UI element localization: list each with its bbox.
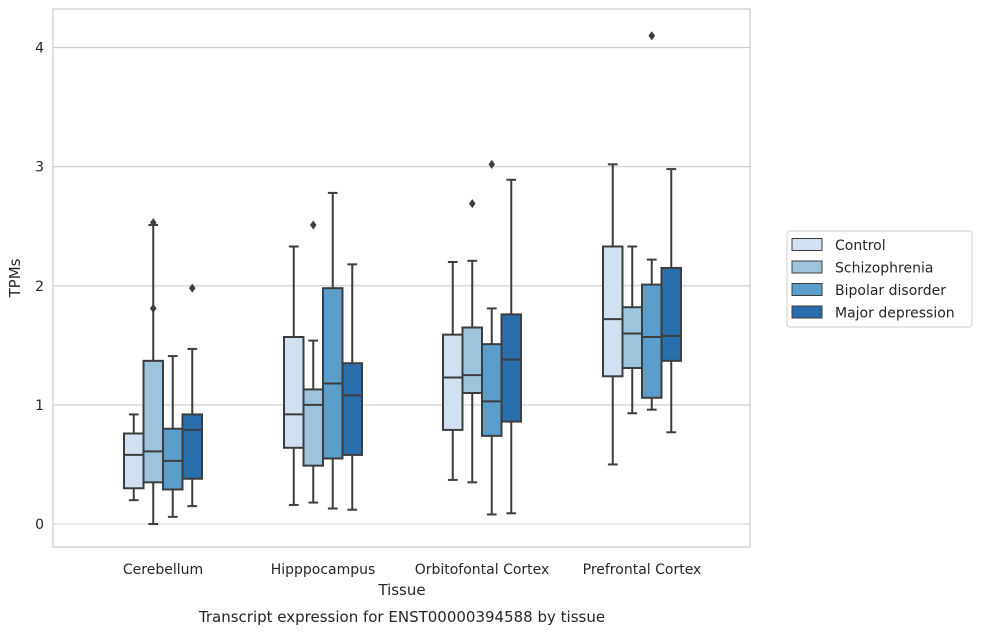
plot-frame <box>52 8 751 548</box>
legend-swatch <box>791 283 823 296</box>
legend-label: Bipolar disorder <box>835 283 946 299</box>
legend-label: Major depression <box>835 306 955 322</box>
outlier-point <box>648 31 656 41</box>
box <box>322 287 344 460</box>
outlier-point <box>188 283 196 293</box>
outlier-point <box>488 159 496 169</box>
box <box>602 245 624 378</box>
legend-swatch <box>791 238 823 251</box>
box-group <box>181 283 203 508</box>
y-tick-label: 3 <box>35 160 44 176</box>
box-group <box>481 159 503 516</box>
y-tick-label: 1 <box>35 398 44 414</box>
box <box>283 336 305 449</box>
box-group <box>283 245 305 506</box>
y-tick-labels: 0 1 2 3 4 <box>35 41 44 533</box>
box <box>461 326 483 394</box>
x-tick-label: Cerebellum <box>123 562 203 578</box>
x-tick-labels: Cerebellum Hipppocampus Orbitofontal Corte… <box>123 562 701 578</box>
box-group <box>123 413 145 502</box>
legend-swatch <box>791 260 823 274</box>
box <box>442 333 464 431</box>
box <box>142 359 164 484</box>
box-group <box>602 163 624 466</box>
box-group <box>660 168 682 434</box>
y-tick-label: 4 <box>35 41 44 57</box>
box-group <box>341 263 363 511</box>
box <box>162 427 184 491</box>
box <box>181 413 203 480</box>
chart-caption: Transcript expression for ENST0000039458… <box>198 608 605 626</box>
legend: Control Schizophrenia Bipolar disorder Majo… <box>786 230 973 328</box>
y-tick-label: 0 <box>35 517 44 533</box>
x-tick-label: Prefrontal Cortex <box>583 562 702 578</box>
x-tick-label: Orbitofontal Cortex <box>415 562 550 578</box>
box <box>660 266 682 362</box>
box <box>341 362 363 456</box>
box-group <box>641 31 663 411</box>
y-tick-label: 2 <box>35 279 44 295</box>
y-axis-label: TPMs <box>6 258 24 298</box>
legend-swatch <box>791 305 823 319</box>
x-tick-label: Hipppocampus <box>271 562 376 578</box>
box <box>302 388 324 467</box>
box-group <box>142 218 164 525</box>
box <box>621 306 643 369</box>
box <box>500 313 522 423</box>
box-group <box>461 199 483 484</box>
outlier-point <box>309 220 317 230</box>
outlier-point <box>149 218 157 228</box>
box <box>123 432 145 490</box>
outlier-point <box>468 199 476 209</box>
box <box>641 283 663 399</box>
legend-frame <box>786 230 973 328</box>
legend-label: Control <box>835 238 886 254</box>
box-group <box>500 178 522 515</box>
boxes <box>123 31 682 525</box>
box <box>481 343 503 437</box>
outlier-point <box>149 303 157 313</box>
x-axis-label: Tissue <box>377 581 425 599</box>
legend-label: Schizophrenia <box>835 261 933 277</box>
grid-lines <box>53 47 750 525</box>
